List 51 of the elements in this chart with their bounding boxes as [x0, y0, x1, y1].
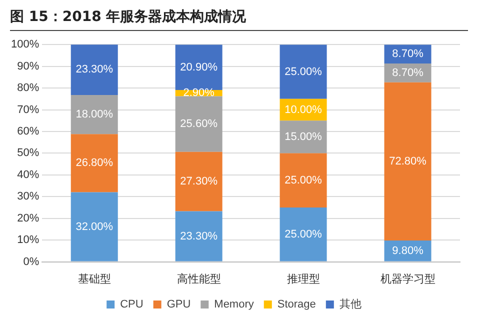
data-label: 25.00% — [284, 66, 322, 78]
y-tick-label: 90% — [17, 60, 40, 72]
bar — [280, 44, 327, 99]
data-label: 10.00% — [284, 104, 322, 116]
x-tick-label: 高性能型 — [176, 272, 221, 286]
bar — [280, 208, 327, 262]
y-tick-label: 40% — [17, 168, 40, 181]
bar — [175, 152, 222, 212]
bar — [175, 96, 222, 152]
y-tick-label: 70% — [17, 104, 40, 116]
bar — [70, 134, 118, 192]
y-tick-label: 0% — [23, 256, 40, 268]
data-label: 9.80% — [392, 244, 424, 257]
bar — [70, 192, 118, 262]
legend-label: 其他 — [339, 298, 362, 311]
y-tick-label: 10% — [17, 234, 40, 246]
data-label: 27.30% — [180, 176, 218, 188]
x-tick-label: 机器学习型 — [380, 273, 436, 286]
data-label: 32.00% — [76, 220, 114, 233]
chart-title: 图 15：2018 年服务器成本构成情况 — [10, 8, 468, 31]
data-label: 18.00% — [76, 108, 114, 121]
bar — [384, 82, 432, 241]
data-label: 25.00% — [284, 174, 322, 186]
y-tick-label: 20% — [17, 212, 40, 224]
legend-label: CPU — [120, 298, 144, 311]
data-label: 25.60% — [180, 118, 218, 130]
data-label: 15.00% — [284, 130, 322, 143]
bar — [175, 44, 222, 90]
bar — [280, 153, 327, 208]
x-tick-label: 推理型 — [286, 273, 320, 286]
legend-label: GPU — [166, 298, 191, 311]
data-label: 25.00% — [284, 228, 322, 240]
legend-label: Memory — [214, 298, 254, 311]
y-tick-label: 30% — [17, 190, 40, 203]
data-label: 23.30% — [76, 64, 114, 76]
x-tick-label: 基础型 — [78, 272, 111, 286]
data-label: 72.80% — [389, 155, 427, 168]
bar — [280, 120, 327, 154]
bar — [70, 44, 118, 95]
y-tick-label: 50% — [17, 147, 40, 160]
legend-label: Storage — [277, 298, 316, 311]
data-label: 20.90% — [180, 61, 218, 74]
data-label: 8.70% — [392, 66, 424, 79]
data-label: 23.30% — [180, 230, 218, 242]
data-label: 8.70% — [392, 48, 424, 60]
bar — [70, 94, 118, 134]
data-label: 26.80% — [76, 157, 114, 170]
y-tick-label: 60% — [17, 126, 40, 138]
y-tick-label: 100% — [10, 38, 40, 51]
bar — [175, 211, 222, 262]
y-tick-label: 80% — [17, 82, 40, 94]
